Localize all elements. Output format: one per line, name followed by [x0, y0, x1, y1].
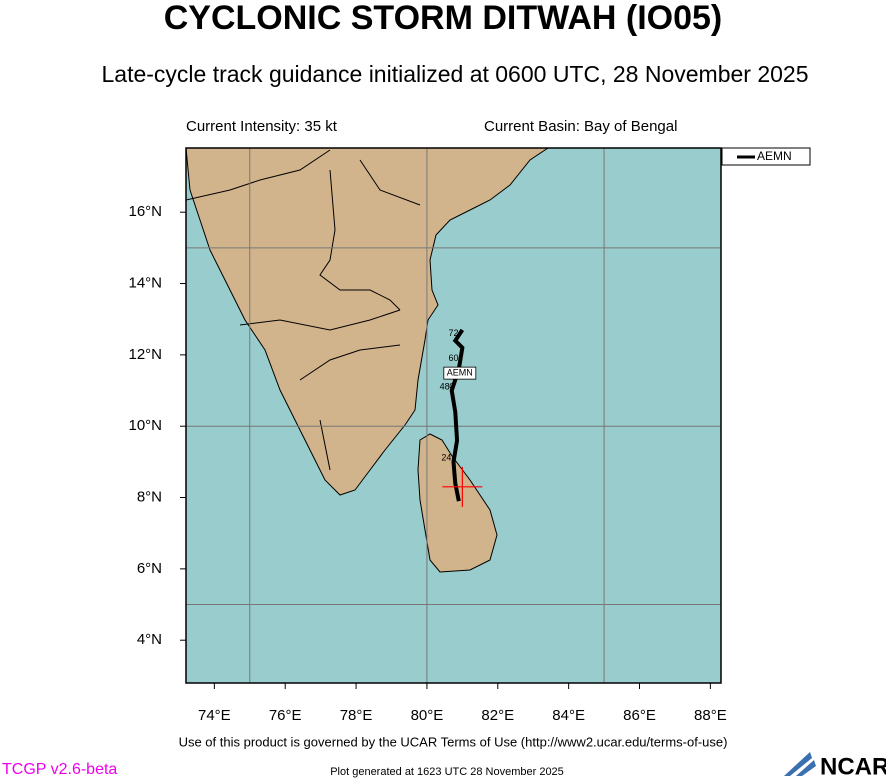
x-tick-label: 80°E	[411, 707, 444, 724]
legend-box	[721, 147, 811, 166]
x-tick-label: 78°E	[340, 707, 373, 724]
logo-text: NCAR	[820, 753, 886, 780]
frame	[185, 147, 722, 684]
current-intensity: Current Intensity: 35 kt	[186, 118, 338, 135]
hour-label: 60	[448, 353, 458, 363]
version: TCGP v2.6-beta	[2, 761, 117, 778]
hour-label: 48	[440, 381, 450, 391]
title: CYCLONIC STORM DITWAH (IO05)	[164, 0, 723, 37]
y-tick-label: 8°N	[137, 489, 162, 506]
logo-mark	[784, 752, 816, 776]
current-position	[442, 466, 483, 507]
generated: Plot generated at 1623 UTC 28 November 2…	[330, 766, 564, 778]
legend: AEMN	[721, 147, 811, 166]
current-basin: Current Basin: Bay of Bengal	[484, 118, 677, 135]
hour-label: 0	[449, 381, 454, 391]
x-tick-label: 88°E	[694, 707, 727, 724]
hour-label: 72	[448, 328, 458, 338]
track-tag: AEMN	[447, 368, 473, 378]
subtitle: Late-cycle track guidance initialized at…	[102, 61, 809, 87]
x-tick-label: 76°E	[269, 707, 302, 724]
y-tick-label: 12°N	[128, 346, 162, 363]
track-line	[449, 328, 465, 502]
track-tag-box	[443, 366, 477, 380]
y-tick-label: 14°N	[128, 275, 162, 292]
x-tick-label: 84°E	[552, 707, 585, 724]
y-tick-label: 10°N	[128, 417, 162, 434]
logo: NCAR	[784, 752, 886, 780]
x-tick-label: 82°E	[481, 707, 514, 724]
hour-label: 24	[441, 453, 451, 463]
land	[186, 148, 549, 573]
x-tick-label: 74°E	[198, 707, 231, 724]
y-tick-label: 4°N	[137, 631, 162, 648]
y-tick-label: 6°N	[137, 560, 162, 577]
y-tick-label: 16°N	[128, 203, 162, 220]
sri-lanka	[417, 433, 498, 573]
terms: Use of this product is governed by the U…	[179, 734, 728, 749]
x-tick-label: 86°E	[623, 707, 656, 724]
legend-label: AEMN	[757, 149, 792, 163]
state-borders	[186, 149, 421, 471]
india	[186, 148, 549, 496]
